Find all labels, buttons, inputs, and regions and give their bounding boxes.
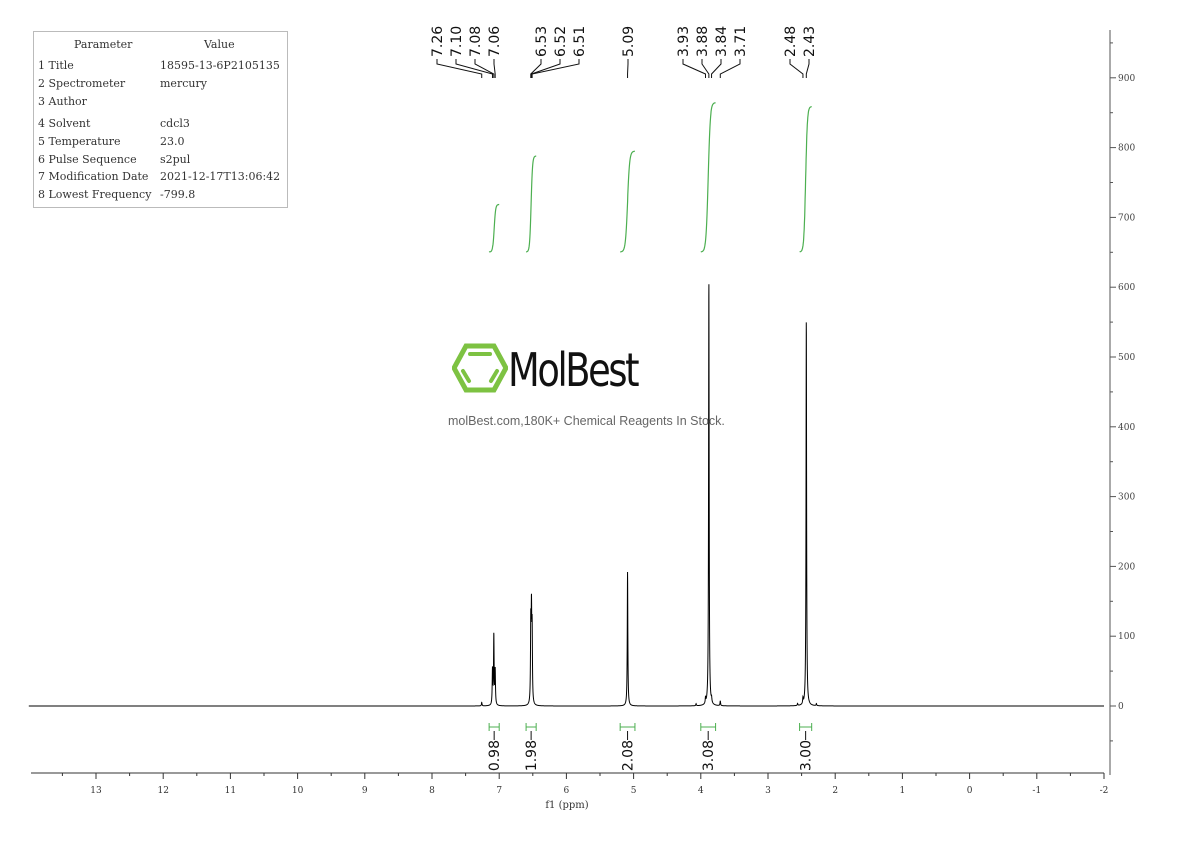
integral-value: 3.00 [799,740,815,771]
peak-label-connector [530,59,561,78]
peak-label-connector [474,59,495,78]
molbest-logo-icon [452,343,508,393]
y-tick-label: 200 [1118,562,1135,572]
peak-label-connector [531,59,580,78]
peak-label: 2.48 [783,26,799,57]
x-tick-label: 9 [362,786,368,796]
x-tick-label: 8 [429,786,435,796]
peak-label: 7.06 [487,26,503,57]
parameter-value: 2021-12-17T13:06:42 [160,170,281,183]
parameter-value: 23.0 [160,135,185,148]
y-tick-label: 100 [1118,632,1135,642]
parameter-name: 4 Solvent [38,117,91,130]
parameter-table: Parameter Value 1 Title 18595-13-6P210513… [33,31,288,208]
y-tick-label: 600 [1118,283,1135,293]
peak-labels: 7.26 7.10 7.08 7.06 6.53 6.52 6.51 5.09 3.93 3.88… [430,26,818,78]
x-tick-label: 1 [900,786,906,796]
x-tick-label: -2 [1100,786,1109,796]
x-tick-label: 3 [765,786,771,796]
watermark-tagline: molBest.com,180K+ Chemical Reagents In S… [448,414,725,428]
peak-label-connector [789,59,804,78]
parameter-name: 5 Temperature [38,135,121,148]
peak-label-connector [711,59,722,78]
peak-label-connector [455,59,493,78]
x-tick-label: 4 [698,786,704,796]
peak-label: 3.71 [733,26,749,57]
peak-label-connector [493,59,496,78]
parameter-value: -799.8 [160,188,196,201]
integral-value: 1.98 [524,740,540,771]
integral-curve [799,106,812,253]
parameter-value: mercury [160,77,207,90]
peak-label: 6.51 [572,26,588,57]
y-tick-label: 0 [1118,702,1124,712]
peak-label-connector [530,59,542,78]
parameter-name: 7 Modification Date [38,170,149,183]
integral-curve [700,102,716,253]
y-tick-label: 700 [1118,213,1135,223]
x-tick-label: 6 [564,786,570,796]
peak-label: 7.10 [449,26,465,57]
peak-label: 7.26 [430,26,446,57]
y-tick-label: 800 [1118,144,1135,154]
peak-label: 2.43 [802,26,818,57]
parameter-name: 3 Author [38,95,87,108]
axes: 13 12 11 10 9 8 7 6 5 4 3 2 1 0 -1 -2010020030040050060… [31,30,1135,796]
parameter-name: 6 Pulse Sequence [38,153,137,166]
x-tick-label: 7 [496,786,502,796]
x-tick-label: 0 [967,786,973,796]
parameter-value: s2pul [160,153,191,166]
peak-label: 5.09 [621,26,637,57]
y-tick-label: 900 [1118,74,1135,84]
y-tick-label: 500 [1118,353,1135,363]
x-tick-label: 2 [832,786,838,796]
parameter-value: 18595-13-6P2105135 [160,59,280,72]
integral-curve [488,203,500,253]
peak-label-connector [682,59,707,78]
y-tick-label: 400 [1118,423,1135,433]
peak-label: 3.88 [695,26,711,57]
integral-value: 3.08 [701,740,717,771]
integral-curve [526,155,537,253]
x-tick-label: 10 [292,786,304,796]
integral-value: 0.98 [487,740,503,771]
peak-label: 6.52 [553,26,569,57]
parameter-name: 2 Spectrometer [38,77,126,90]
peak-label: 7.08 [468,26,484,57]
peak-label-connector [719,59,741,78]
integral-value: 2.08 [621,740,637,771]
spectrum-line [28,284,1104,707]
peak-label-connector [701,59,710,78]
x-tick-label: 11 [225,786,236,796]
y-tick-label: 300 [1118,493,1135,503]
integral-curves: 0.98 1.98 2.08 3.08 3.00 [487,102,815,771]
peak-label: 3.93 [676,26,692,57]
parameter-name: 1 Title [38,59,74,72]
x-tick-label: 12 [157,786,168,796]
x-axis-label: f1 (ppm) [545,800,588,811]
peak-label-connector [805,59,810,78]
parameter-name: 8 Lowest Frequency [38,188,152,201]
parameter-value: cdcl3 [160,117,190,130]
integral-curve [620,150,635,253]
peak-label: 3.84 [714,26,730,57]
x-tick-label: -1 [1032,786,1041,796]
peak-label: 6.53 [534,26,550,57]
peak-label-connector [436,59,483,78]
x-tick-label: 5 [631,786,637,796]
value-header: Value [204,38,235,51]
parameter-header: Parameter [74,38,133,51]
watermark-brand: MolBest [508,343,640,397]
x-tick-label: 13 [90,786,102,796]
